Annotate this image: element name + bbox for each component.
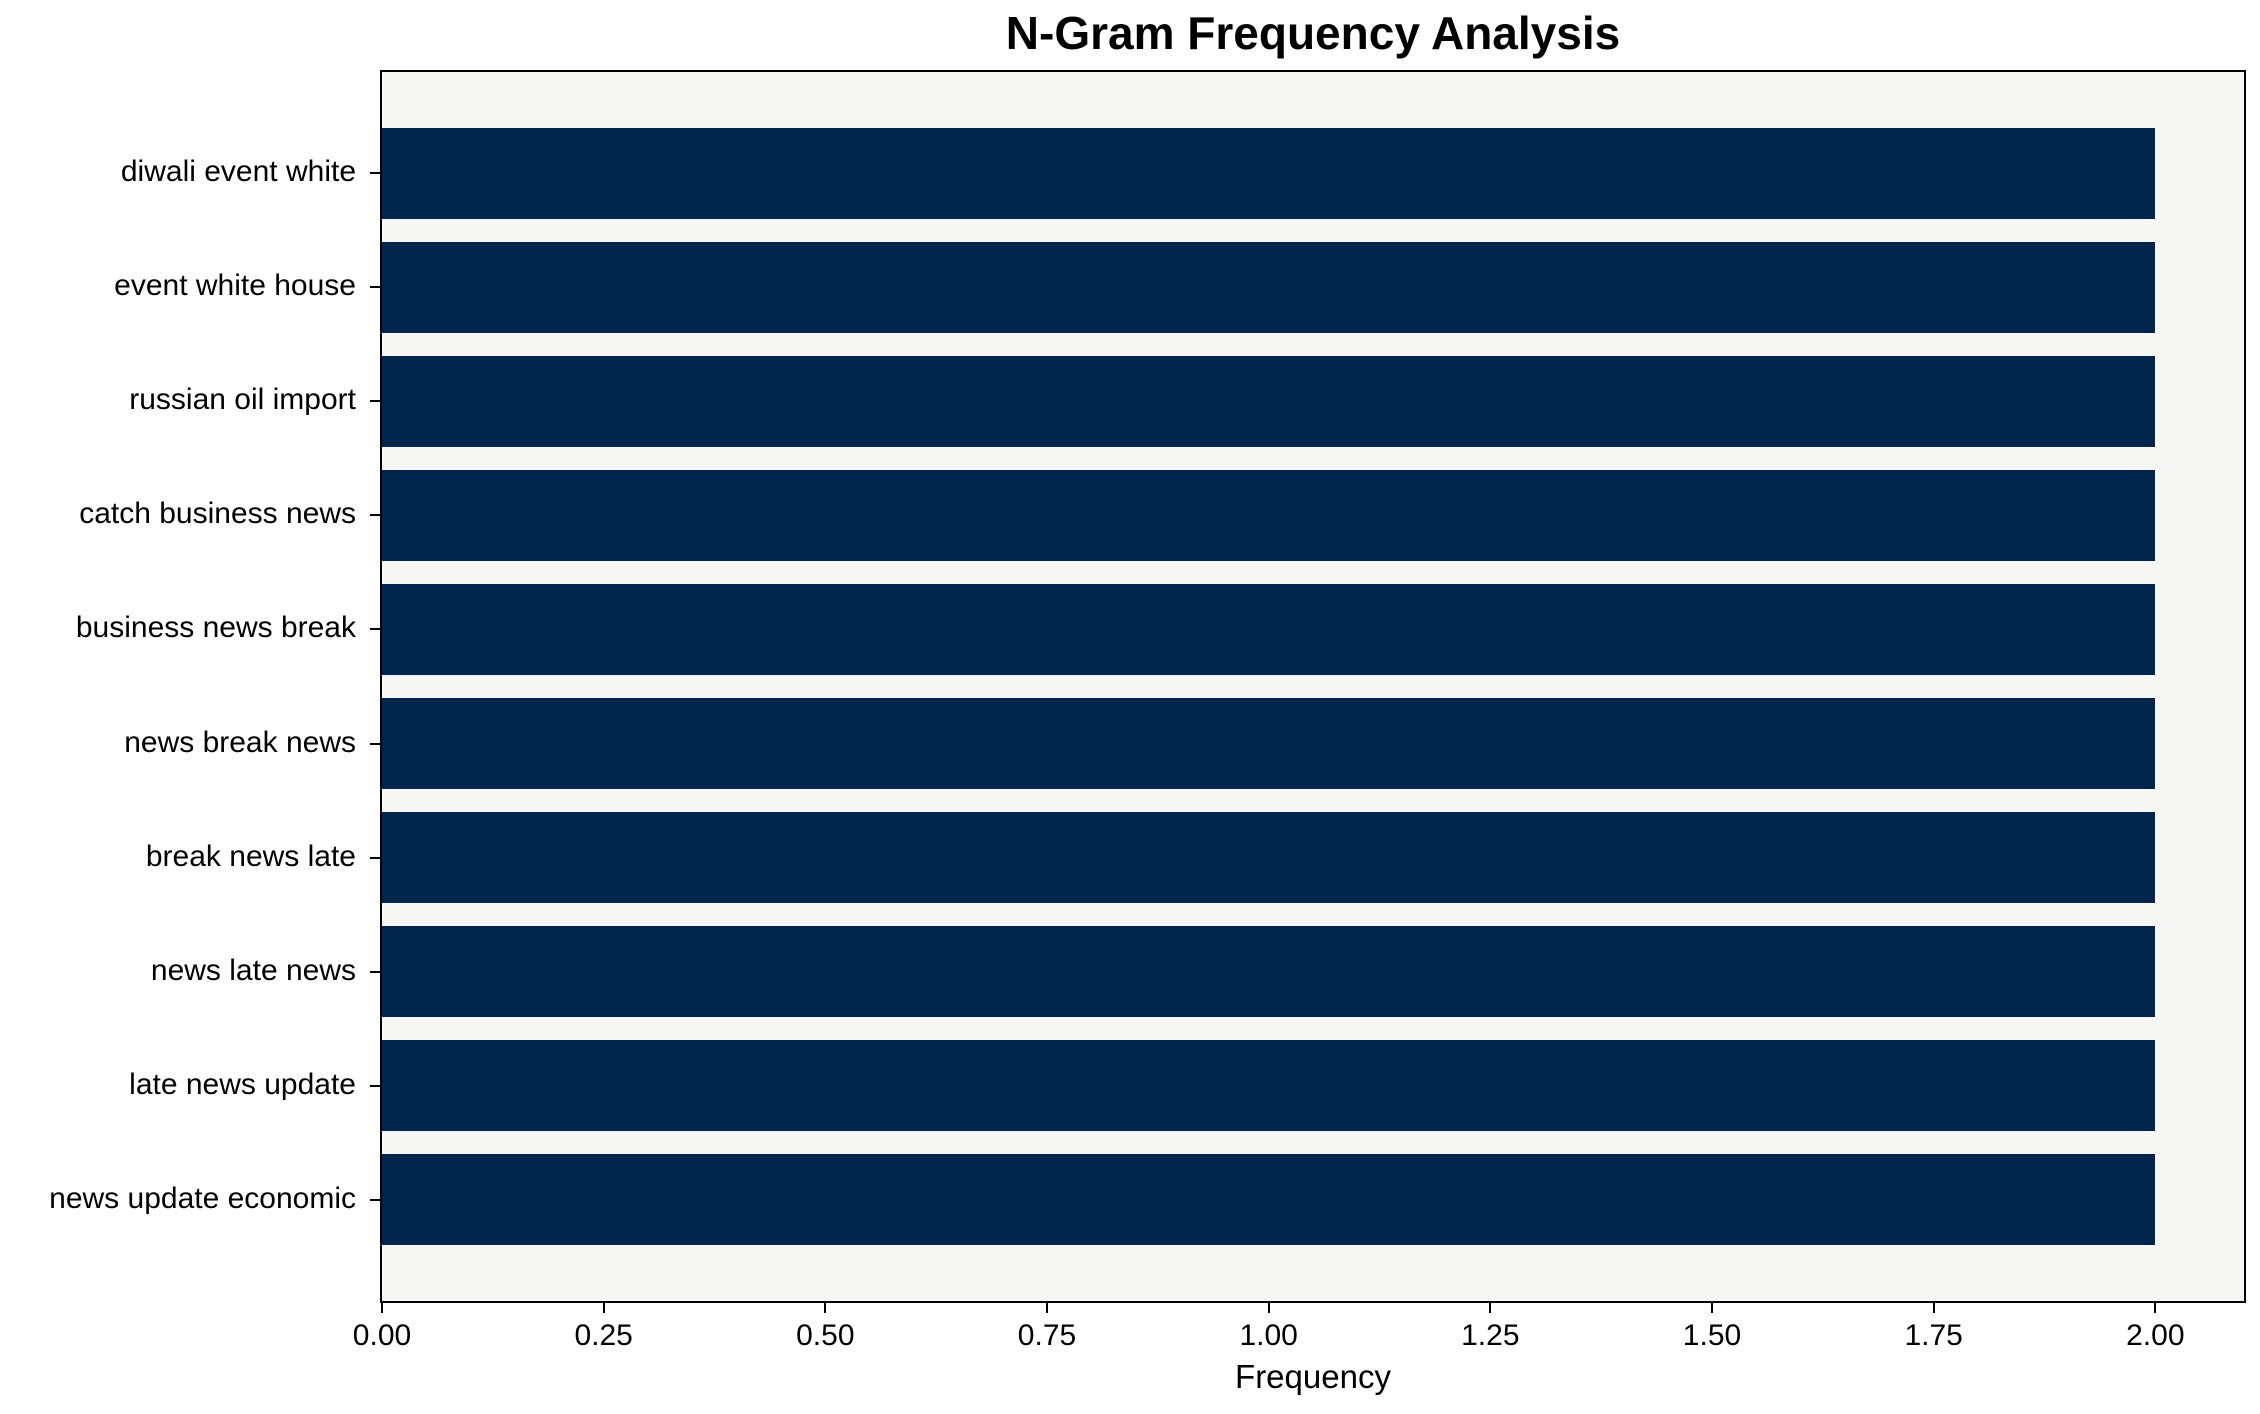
- y-tick-label: news update economic: [49, 1181, 356, 1215]
- bar: [382, 811, 2156, 904]
- x-tick-label: 1.75: [1904, 1319, 1963, 1352]
- x-tick-mark: [2154, 1303, 2157, 1313]
- chart-title: N-Gram Frequency Analysis: [1005, 7, 1621, 59]
- x-tick-mark: [381, 1303, 383, 1313]
- x-tick-mark: [1267, 1303, 1270, 1313]
- plot-area: [380, 70, 2246, 1303]
- x-tick-label: 1.50: [1682, 1319, 1742, 1352]
- y-tick-mark: [370, 172, 380, 175]
- x-tick-label: 2.00: [2126, 1319, 2185, 1352]
- x-tick-mark: [824, 1303, 827, 1313]
- y-tick-label: event white house: [114, 269, 356, 303]
- y-tick-mark: [370, 628, 380, 631]
- y-tick-label: news break news: [124, 725, 356, 759]
- x-tick-label: 1.25: [1461, 1319, 1520, 1352]
- y-tick-label: news late news: [150, 953, 356, 987]
- x-tick-label: 1.00: [1239, 1319, 1298, 1352]
- x-tick-mark: [1711, 1303, 1713, 1313]
- x-tick-label: 0.00: [352, 1319, 412, 1352]
- y-tick-mark: [370, 286, 380, 289]
- y-tick-label: diwali event white: [120, 155, 356, 189]
- y-tick-mark: [370, 970, 380, 973]
- x-tick-label: 0.75: [1017, 1319, 1077, 1352]
- x-tick-mark: [1932, 1303, 1935, 1313]
- y-tick-mark: [370, 856, 380, 859]
- x-axis-label: Frequency: [1235, 1358, 1391, 1395]
- y-tick-label: business news break: [75, 611, 356, 645]
- bar: [382, 1153, 2156, 1246]
- x-tick-mark: [1046, 1303, 1048, 1313]
- bar: [382, 583, 2156, 676]
- bar: [382, 241, 2156, 334]
- y-tick-label: russian oil import: [129, 383, 356, 417]
- x-tick-label: 0.50: [796, 1319, 855, 1352]
- y-tick-mark: [370, 1198, 380, 1201]
- y-tick-mark: [370, 400, 380, 403]
- y-tick-label: break news late: [145, 839, 356, 873]
- x-tick-label: 0.25: [574, 1319, 633, 1352]
- bar: [382, 697, 2156, 790]
- bar: [382, 469, 2156, 562]
- x-tick-mark: [1489, 1303, 1492, 1313]
- bar: [382, 925, 2156, 1018]
- y-tick-label: catch business news: [79, 497, 356, 531]
- y-tick-mark: [370, 1084, 380, 1087]
- y-tick-mark: [370, 742, 380, 745]
- bar: [382, 1039, 2156, 1132]
- bar: [382, 127, 2156, 220]
- bar: [382, 355, 2156, 448]
- y-tick-label: late news update: [129, 1067, 356, 1101]
- y-tick-mark: [370, 514, 380, 517]
- x-tick-mark: [602, 1303, 605, 1313]
